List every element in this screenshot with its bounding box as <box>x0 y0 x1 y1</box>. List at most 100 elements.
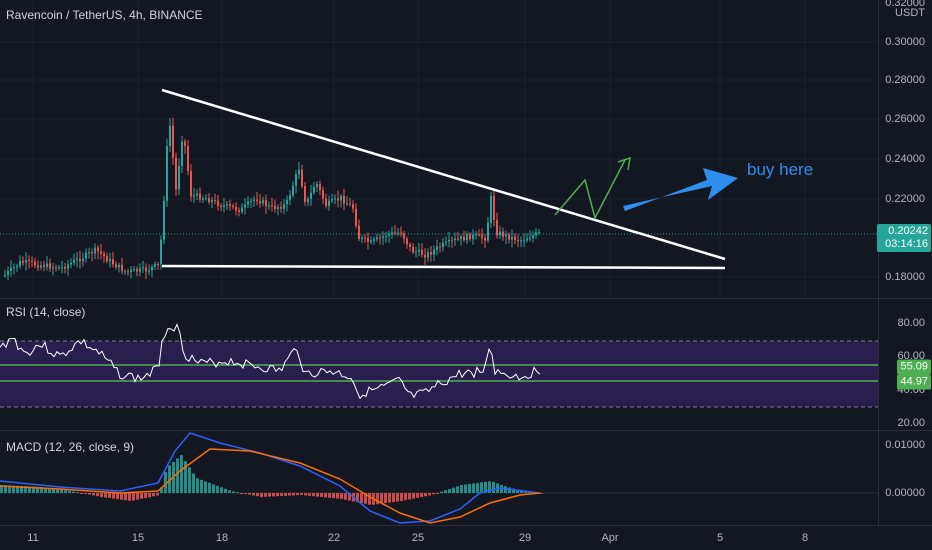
macd-histogram-bar <box>296 493 299 496</box>
candle-body <box>295 174 297 186</box>
candle-body <box>337 198 339 201</box>
macd-histogram-bar <box>232 491 235 493</box>
macd-histogram-bar <box>56 489 59 493</box>
candle-body <box>259 200 261 204</box>
macd-histogram-bar <box>304 493 307 496</box>
rsi-title[interactable]: RSI (14, close) <box>6 305 86 319</box>
candle-body <box>121 264 123 272</box>
candle-body <box>517 239 519 241</box>
candle-body <box>85 252 87 259</box>
candle-body <box>277 207 279 209</box>
pane-divider[interactable] <box>0 430 932 431</box>
candle-body <box>448 239 450 242</box>
price-pane[interactable]: Ravencoin / TetherUS, 4h, BINANCE buy he… <box>0 0 878 298</box>
macd-histogram-bar <box>156 493 159 496</box>
candle-body <box>169 125 171 147</box>
rsi-chart[interactable] <box>0 299 878 430</box>
macd-histogram-bar <box>136 493 139 500</box>
macd-histogram-bar <box>540 493 543 494</box>
candle-body <box>361 237 363 240</box>
candle-body <box>283 204 285 209</box>
candle-body <box>457 238 459 240</box>
macd-tick: 0.01000 <box>885 439 925 451</box>
macd-histogram-bar <box>476 482 479 493</box>
candle-body <box>199 193 201 200</box>
macd-histogram-bar <box>104 493 107 498</box>
candle-body <box>19 261 21 267</box>
candle-body <box>229 204 231 206</box>
symbol-title[interactable]: Ravencoin / TetherUS, 4h, BINANCE <box>6 8 203 22</box>
macd-histogram-bar <box>248 493 251 495</box>
last-price-tag: 0.20242 03:14:16 <box>877 224 931 252</box>
price-chart[interactable] <box>0 0 878 298</box>
candle-body <box>70 262 72 265</box>
candle-body <box>310 192 312 199</box>
candle-body <box>97 247 99 252</box>
macd-chart[interactable] <box>0 431 878 525</box>
macd-histogram-bar <box>40 487 43 493</box>
candle-body <box>148 270 150 272</box>
macd-histogram-bar <box>500 485 503 493</box>
macd-histogram-bar <box>84 493 87 494</box>
candle-body <box>286 199 288 205</box>
candle-body <box>88 252 90 254</box>
pane-divider[interactable] <box>0 298 932 299</box>
macd-histogram-bar <box>508 487 511 493</box>
candle-body <box>382 236 384 238</box>
candle-body <box>94 247 96 254</box>
macd-histogram-bar <box>168 465 171 493</box>
price-axis[interactable]: 0.32000 USDT 0.30000 0.28000 0.26000 0.2… <box>877 0 932 298</box>
macd-histogram-bar <box>4 485 7 493</box>
rsi-ma-tag: 44.97 <box>897 374 931 390</box>
candle-body <box>376 237 378 240</box>
rsi-pane[interactable]: RSI (14, close) <box>0 299 878 430</box>
macd-histogram-bar <box>224 488 227 493</box>
macd-histogram-bar <box>324 493 327 498</box>
macd-histogram-bar <box>280 493 283 496</box>
price-tick: 0.26000 <box>885 113 925 125</box>
candle-body <box>451 239 453 241</box>
candle-body <box>346 203 348 205</box>
candle-body <box>481 234 483 238</box>
macd-histogram-bar <box>452 487 455 493</box>
candle-body <box>196 193 198 196</box>
candle-body <box>61 266 63 268</box>
macd-histogram-bar <box>516 489 519 493</box>
macd-title[interactable]: MACD (12, 26, close, 9) <box>6 440 135 454</box>
candle-body <box>238 210 240 212</box>
macd-histogram-bar <box>388 493 391 503</box>
macd-histogram-bar <box>428 493 431 496</box>
candle-body <box>67 264 69 269</box>
macd-histogram-bar <box>276 493 279 497</box>
macd-histogram-bar <box>80 493 83 494</box>
time-axis[interactable]: 11 15 18 22 25 29 Apr 5 8 <box>0 526 878 550</box>
candle-body <box>256 199 258 201</box>
candle-body <box>523 240 525 242</box>
candle-body <box>313 187 315 193</box>
candle-body <box>250 201 252 203</box>
candle-body <box>31 260 33 262</box>
candle-body <box>151 266 153 271</box>
buy-here-label: buy here <box>747 160 814 179</box>
candle-body <box>202 198 204 200</box>
candle-body <box>364 237 366 239</box>
price-tick: 0.30000 <box>885 36 925 48</box>
macd-histogram-bar <box>120 493 123 500</box>
candle-body <box>343 196 345 204</box>
candle-body <box>490 195 492 223</box>
macd-pane[interactable]: MACD (12, 26, close, 9) <box>0 431 878 525</box>
macd-histogram-bar <box>460 485 463 493</box>
macd-axis[interactable]: 0.01000 0.00000 <box>878 431 932 525</box>
candle-body <box>529 238 531 240</box>
rsi-axis[interactable]: 80.00 60.00 40.00 20.00 55.09 44.97 <box>878 299 932 430</box>
macd-histogram-bar <box>284 493 287 496</box>
time-label: 25 <box>411 532 425 544</box>
macd-histogram-bar <box>140 493 143 499</box>
candle-body <box>298 169 300 175</box>
candle-body <box>538 232 540 234</box>
macd-histogram-bar <box>108 493 111 499</box>
candle-body <box>508 234 510 240</box>
macd-histogram-bar <box>316 493 319 497</box>
macd-histogram-bar <box>96 493 99 497</box>
rsi-tick: 20.00 <box>897 417 925 429</box>
